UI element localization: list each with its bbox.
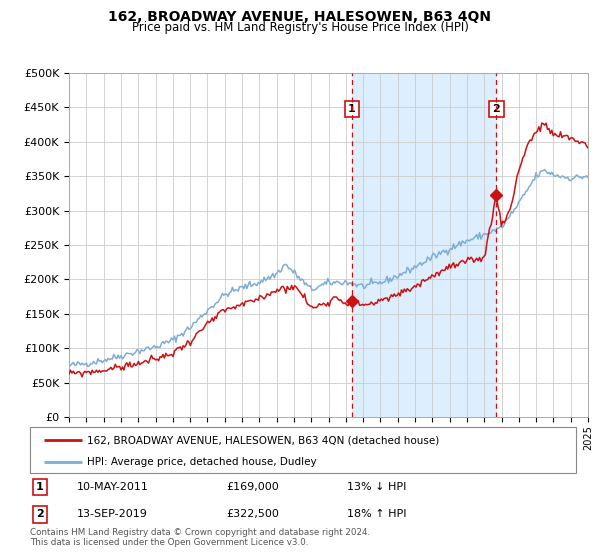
Text: 13-SEP-2019: 13-SEP-2019 xyxy=(76,510,147,520)
Text: Price paid vs. HM Land Registry's House Price Index (HPI): Price paid vs. HM Land Registry's House … xyxy=(131,21,469,34)
Text: 2: 2 xyxy=(493,104,500,114)
Text: 162, BROADWAY AVENUE, HALESOWEN, B63 4QN: 162, BROADWAY AVENUE, HALESOWEN, B63 4QN xyxy=(109,10,491,24)
Bar xyxy=(352,73,496,417)
Text: HPI: Average price, detached house, Dudley: HPI: Average price, detached house, Dudl… xyxy=(88,457,317,466)
Text: 2: 2 xyxy=(36,510,44,520)
Text: Contains HM Land Registry data © Crown copyright and database right 2024.
This d: Contains HM Land Registry data © Crown c… xyxy=(30,528,370,547)
Text: 162, BROADWAY AVENUE, HALESOWEN, B63 4QN (detached house): 162, BROADWAY AVENUE, HALESOWEN, B63 4QN… xyxy=(88,435,440,445)
Text: 13% ↓ HPI: 13% ↓ HPI xyxy=(347,482,406,492)
Text: £322,500: £322,500 xyxy=(227,510,280,520)
Text: 10-MAY-2011: 10-MAY-2011 xyxy=(76,482,148,492)
Text: 1: 1 xyxy=(348,104,356,114)
Text: 18% ↑ HPI: 18% ↑ HPI xyxy=(347,510,406,520)
Text: £169,000: £169,000 xyxy=(227,482,280,492)
FancyBboxPatch shape xyxy=(30,427,576,473)
Text: 1: 1 xyxy=(36,482,44,492)
